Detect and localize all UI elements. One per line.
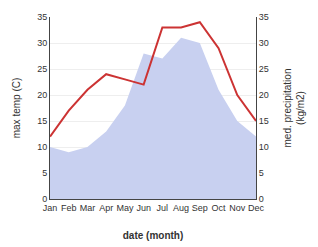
svg-text:30: 30 xyxy=(259,38,269,48)
svg-text:15: 15 xyxy=(37,116,47,126)
svg-text:35: 35 xyxy=(259,12,269,22)
svg-text:25: 25 xyxy=(37,64,47,74)
svg-text:Apr: Apr xyxy=(99,203,113,213)
svg-text:max temp (C): max temp (C) xyxy=(11,78,22,139)
svg-text:Aug: Aug xyxy=(173,203,189,213)
svg-text:Sep: Sep xyxy=(192,203,208,213)
svg-text:5: 5 xyxy=(259,168,264,178)
svg-text:Jul: Jul xyxy=(157,203,169,213)
svg-text:15: 15 xyxy=(259,116,269,126)
svg-text:Feb: Feb xyxy=(61,203,77,213)
svg-text:Dec: Dec xyxy=(248,203,265,213)
svg-text:Mar: Mar xyxy=(80,203,96,213)
svg-text:0: 0 xyxy=(42,194,47,204)
svg-text:35: 35 xyxy=(37,12,47,22)
svg-text:5: 5 xyxy=(42,168,47,178)
svg-text:med. precipitation(kg/m2): med. precipitation(kg/m2) xyxy=(282,69,306,148)
svg-text:30: 30 xyxy=(37,38,47,48)
svg-text:25: 25 xyxy=(259,64,269,74)
svg-text:Nov: Nov xyxy=(229,203,246,213)
svg-text:May: May xyxy=(116,203,134,213)
svg-text:10: 10 xyxy=(259,142,269,152)
svg-text:date (month): date (month) xyxy=(123,230,184,241)
svg-text:Jun: Jun xyxy=(136,203,151,213)
svg-text:0: 0 xyxy=(259,194,264,204)
svg-text:Oct: Oct xyxy=(212,203,227,213)
svg-text:Jan: Jan xyxy=(43,203,58,213)
svg-text:20: 20 xyxy=(259,90,269,100)
svg-text:20: 20 xyxy=(37,90,47,100)
svg-text:10: 10 xyxy=(37,142,47,152)
